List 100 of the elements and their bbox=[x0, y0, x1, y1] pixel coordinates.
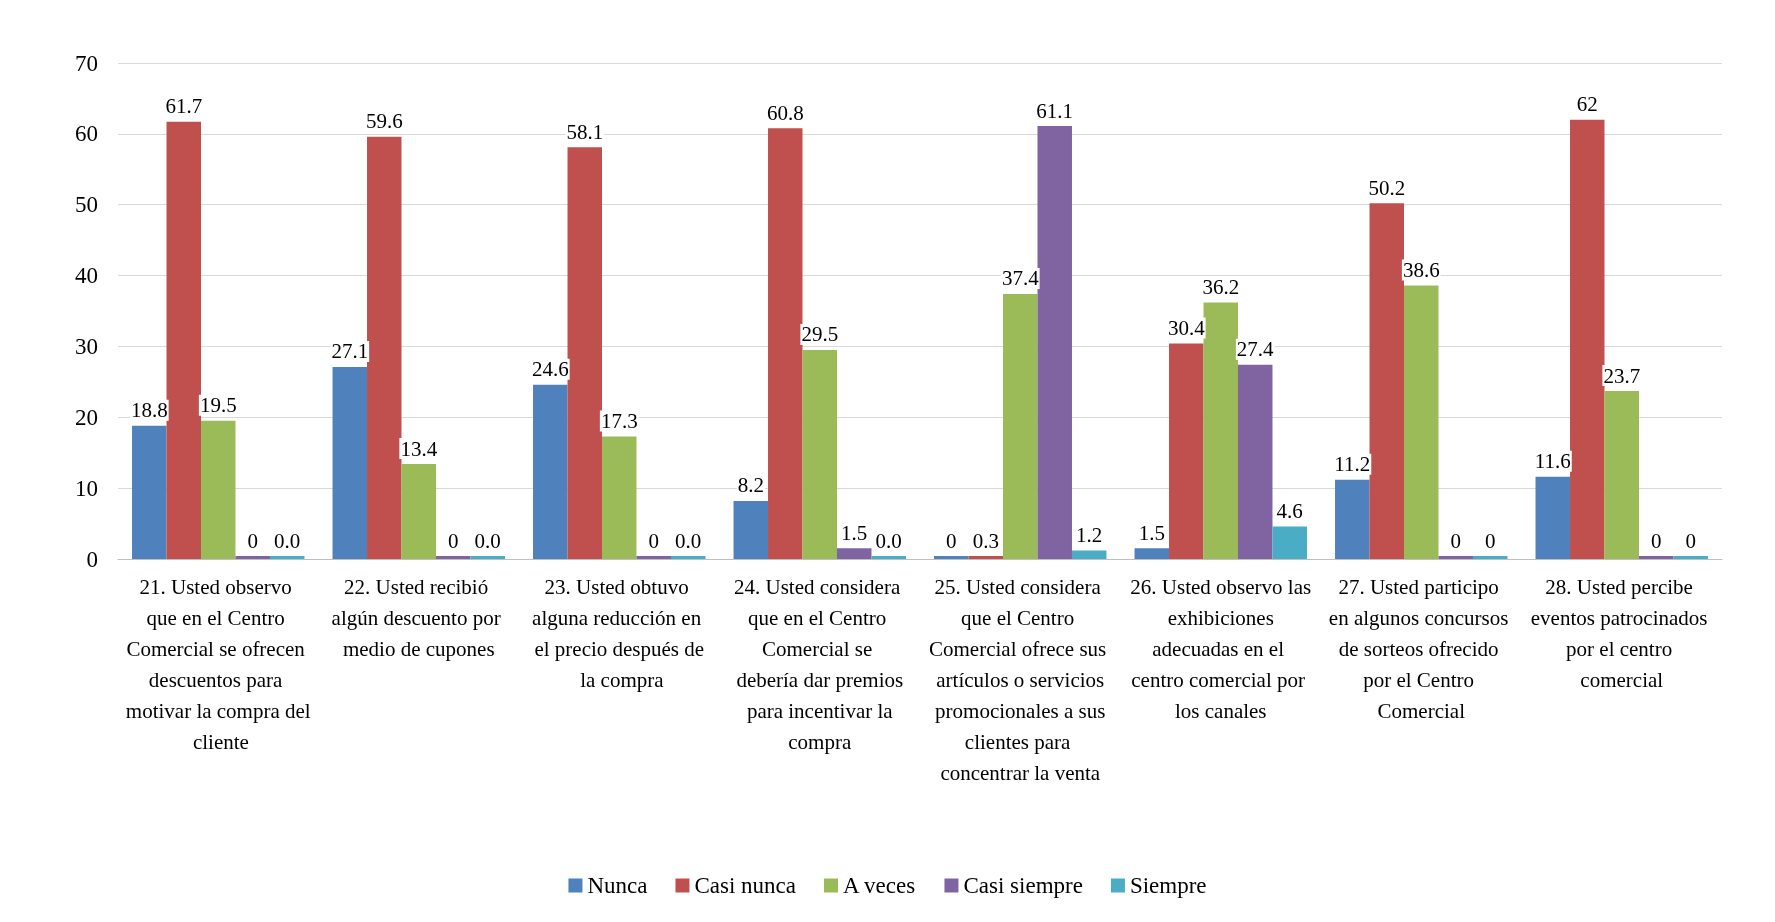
bar bbox=[1638, 556, 1674, 559]
data-label: 30.4 bbox=[1167, 316, 1206, 341]
legend-label: Nunca bbox=[587, 873, 648, 898]
bar bbox=[533, 384, 568, 559]
data-label: 0 bbox=[648, 528, 659, 553]
data-label: 0 bbox=[1650, 528, 1662, 553]
data-label: 0.0 bbox=[474, 528, 501, 553]
bar bbox=[636, 556, 671, 559]
data-label: 11.2 bbox=[1334, 452, 1371, 477]
data-label: 24.6 bbox=[531, 357, 569, 382]
data-label: 0 bbox=[247, 528, 258, 553]
bar bbox=[401, 464, 436, 559]
bar bbox=[1335, 479, 1370, 559]
legend-label: A veces bbox=[843, 873, 916, 898]
data-label: 61.7 bbox=[165, 94, 203, 119]
data-label: 23.7 bbox=[1603, 363, 1641, 388]
x-tick-label: 26. Usted observo las exhibiciones adecuadas en el centro comercial por los canales bbox=[1130, 574, 1312, 723]
legend-label: Siempre bbox=[1129, 873, 1207, 898]
data-label: 1.5 bbox=[841, 520, 868, 545]
y-tick-label: 60 bbox=[75, 121, 98, 147]
bar bbox=[332, 366, 368, 559]
y-tick-label: 50 bbox=[75, 192, 98, 218]
data-label: 0.0 bbox=[274, 528, 301, 553]
bar bbox=[1203, 302, 1238, 559]
x-tick-label: 25. Usted considera que el Centro Comercial ofrece sus artículos o servicios promocionales a sus clientes para concentrar la venta bbox=[928, 574, 1112, 785]
data-label: 0.0 bbox=[675, 528, 702, 553]
bar bbox=[470, 556, 505, 559]
data-label: 29.5 bbox=[801, 322, 839, 347]
bar bbox=[132, 425, 167, 559]
data-label: 62 bbox=[1576, 92, 1598, 117]
bar bbox=[1169, 343, 1204, 559]
bar bbox=[201, 420, 236, 559]
bar bbox=[235, 556, 270, 559]
data-label: 0 bbox=[1685, 528, 1696, 553]
data-label: 50.2 bbox=[1368, 175, 1406, 200]
bar bbox=[802, 349, 837, 559]
x-tick-label: 21. Usted observo que en el Centro Comercial se ofrecen descuentos para motivar la compra del cliente bbox=[125, 574, 311, 754]
bar bbox=[1604, 391, 1639, 559]
x-tick-label: 22. Usted recibió algún descuento por medio de cupones bbox=[331, 574, 506, 661]
data-label: 37.4 bbox=[1001, 266, 1040, 291]
x-tick-label: 27. Usted participo en algunos concursos de sorteos ofrecido por el Centro Comercial bbox=[1328, 574, 1514, 723]
data-label: 59.6 bbox=[365, 109, 403, 134]
legend-label: Casi nunca bbox=[694, 873, 797, 898]
data-label: 17.3 bbox=[600, 408, 638, 433]
data-label: 1.5 bbox=[1138, 520, 1165, 545]
x-tick-label: 23. Usted obtuvo alguna reducción en el precio después de la compra bbox=[532, 574, 707, 692]
bar bbox=[602, 436, 637, 559]
data-label: 19.5 bbox=[199, 393, 237, 418]
y-tick-label: 40 bbox=[75, 263, 98, 289]
bar bbox=[768, 128, 803, 559]
y-tick-label: 70 bbox=[75, 50, 98, 76]
data-label: 11.6 bbox=[1534, 449, 1571, 474]
data-label: 0 bbox=[946, 528, 957, 553]
bar bbox=[1071, 550, 1107, 559]
bar bbox=[1472, 556, 1508, 559]
data-label: 18.8 bbox=[130, 398, 168, 423]
bar bbox=[1003, 293, 1038, 559]
bar bbox=[1369, 203, 1405, 559]
data-label: 27.4 bbox=[1236, 337, 1275, 362]
bar bbox=[166, 121, 202, 559]
bar bbox=[871, 556, 906, 559]
y-tick-label: 20 bbox=[75, 404, 98, 430]
bar bbox=[1037, 126, 1072, 559]
bar bbox=[1404, 285, 1439, 559]
data-label: 0.0 bbox=[875, 528, 902, 553]
data-label: 8.2 bbox=[737, 473, 764, 498]
bar bbox=[1134, 548, 1170, 559]
bar bbox=[269, 556, 305, 559]
data-label: 0 bbox=[447, 528, 459, 553]
data-label: 4.6 bbox=[1276, 498, 1303, 523]
bar bbox=[1272, 526, 1307, 559]
y-tick-label: 10 bbox=[75, 475, 98, 501]
data-label: 58.1 bbox=[566, 119, 604, 144]
data-label: 60.8 bbox=[766, 100, 804, 125]
bar bbox=[567, 147, 603, 559]
bar bbox=[1535, 476, 1571, 559]
legend-label: Casi siempre bbox=[963, 873, 1083, 898]
data-label: 1.2 bbox=[1076, 523, 1103, 547]
data-label: 0 bbox=[1484, 528, 1496, 553]
bar bbox=[733, 500, 769, 559]
bar bbox=[934, 556, 969, 559]
bar bbox=[968, 556, 1004, 559]
bar bbox=[670, 556, 706, 559]
y-tick-label: 30 bbox=[75, 333, 98, 359]
bar bbox=[1237, 364, 1273, 559]
bar bbox=[367, 136, 402, 559]
y-tick-label: 0 bbox=[86, 546, 98, 572]
x-tick-label: 24. Usted considera que en el Centro Comercial se debería dar premios para incentivar la compra bbox=[734, 574, 906, 754]
bar bbox=[435, 556, 471, 559]
data-label: 38.6 bbox=[1402, 257, 1440, 282]
data-label: 36.2 bbox=[1202, 275, 1240, 299]
bar bbox=[836, 548, 872, 559]
bar bbox=[1570, 119, 1605, 559]
data-label: 0 bbox=[1450, 528, 1461, 553]
data-label: 13.4 bbox=[400, 436, 438, 461]
bar bbox=[1673, 556, 1708, 559]
data-label: 27.1 bbox=[331, 339, 369, 364]
data-label: 0.3 bbox=[972, 528, 999, 553]
x-tick-label: 28. Usted percibe eventos patrocinados por el centro comercial bbox=[1530, 574, 1713, 692]
bar bbox=[1438, 556, 1473, 559]
